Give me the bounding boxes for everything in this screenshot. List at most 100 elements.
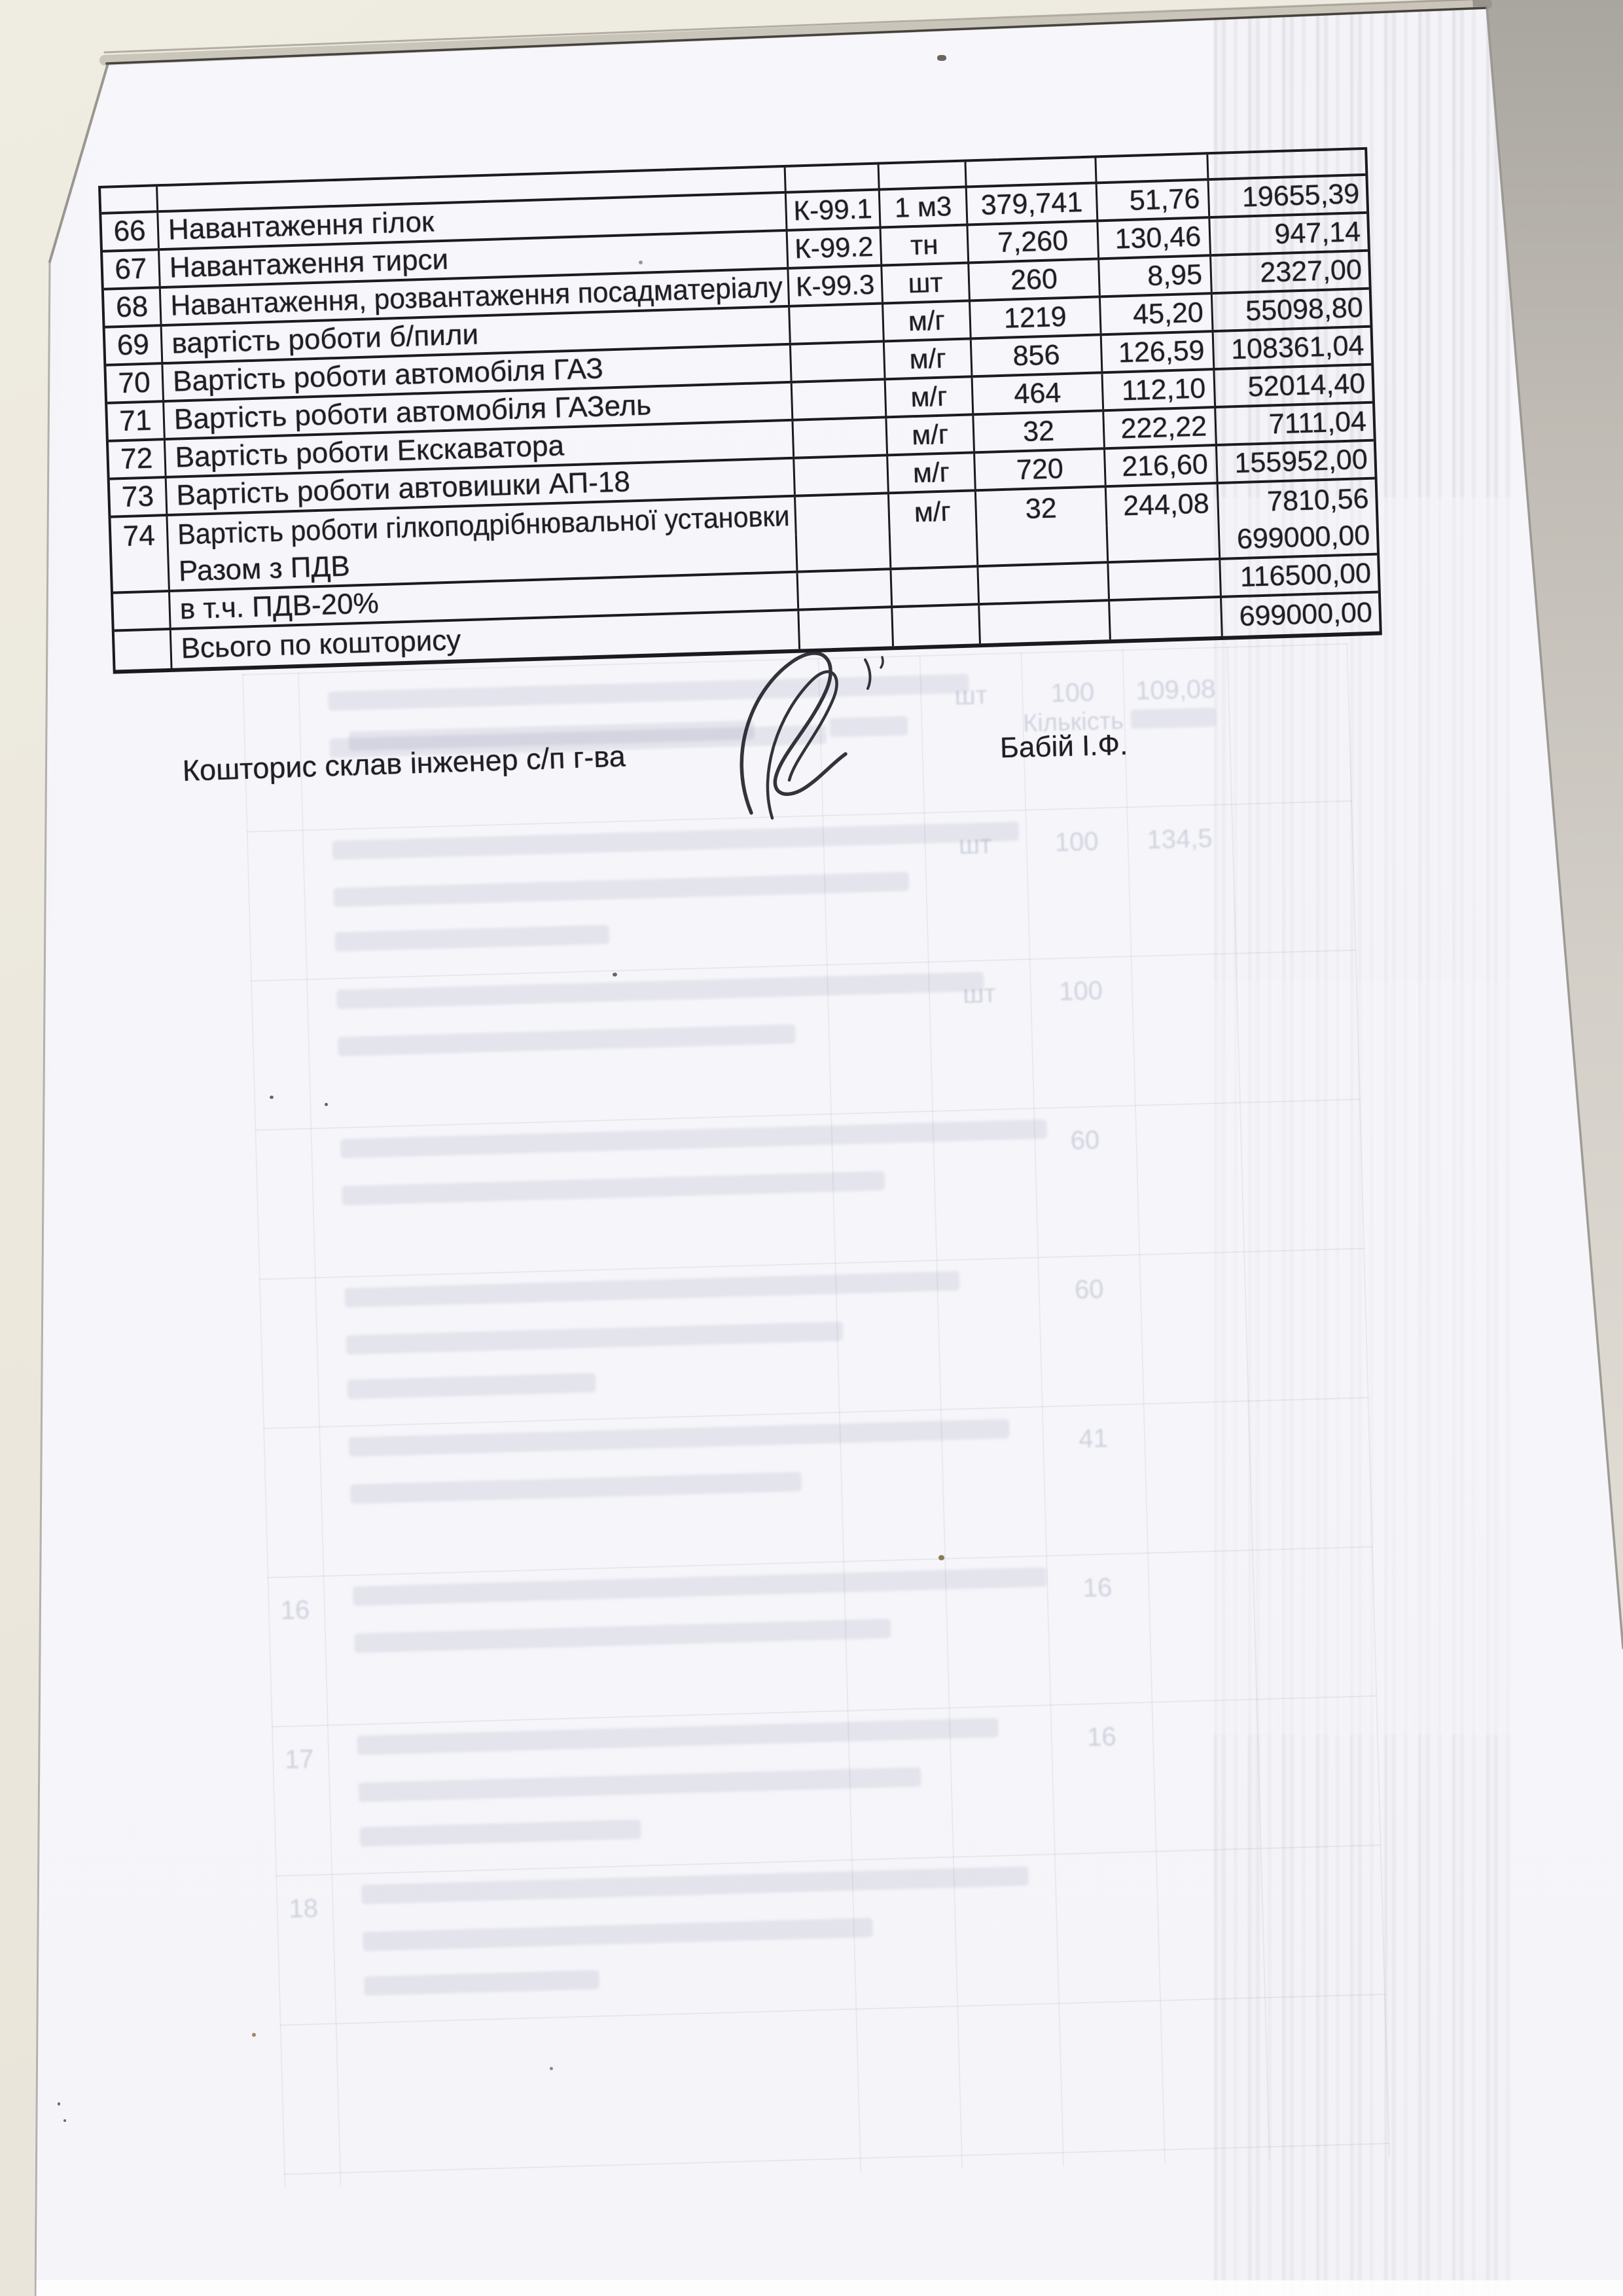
rate-code: К-99.3 bbox=[789, 266, 883, 305]
bleedthrough-amount bbox=[1148, 1569, 1253, 1571]
bleedthrough-unit: шт bbox=[962, 979, 997, 1009]
summary-amount: 699000,00 bbox=[1236, 519, 1370, 555]
amount: 19655,39 bbox=[1241, 177, 1360, 213]
rate-code bbox=[792, 380, 887, 419]
bleedthrough-row-number: 16 bbox=[280, 1595, 310, 1625]
empty-cell bbox=[101, 187, 159, 212]
bleedthrough-amount bbox=[1139, 1271, 1244, 1274]
toner-streak bbox=[1214, 7, 1512, 497]
quantity: 720 bbox=[975, 450, 1107, 490]
amount: 155952,00 bbox=[1234, 443, 1368, 479]
empty-cell bbox=[966, 158, 1097, 186]
quantity: 379,741 bbox=[967, 184, 1099, 224]
bleedthrough-text-bar bbox=[346, 1321, 844, 1355]
amount: 7111,04 bbox=[1268, 405, 1367, 440]
bleedthrough-row-number bbox=[259, 1148, 305, 1149]
unit-price: 8,95 bbox=[1099, 257, 1213, 296]
empty-cell bbox=[114, 630, 173, 670]
bleedthrough-text-bar bbox=[357, 1717, 999, 1755]
bleedthrough-text-bar bbox=[353, 1618, 891, 1653]
unit-price: 45,20 bbox=[1100, 295, 1214, 334]
bleedthrough-unit: шт bbox=[954, 681, 988, 711]
bleedthrough-text-bar bbox=[347, 1372, 596, 1399]
empty-cell bbox=[1109, 560, 1222, 600]
empty-cell bbox=[1110, 598, 1223, 640]
bleedthrough-text-bar bbox=[327, 673, 970, 711]
rate-code bbox=[794, 456, 889, 495]
rate-code bbox=[791, 342, 886, 381]
bleedthrough-text-bar bbox=[361, 1866, 1029, 1905]
bleedthrough-quantity: 16 bbox=[1086, 1722, 1117, 1752]
bleedthrough-row: 60 bbox=[255, 1091, 1364, 1271]
bleedthrough-row-number: 17 bbox=[284, 1744, 315, 1774]
unit-price: 222,22 bbox=[1104, 408, 1217, 448]
unit-of-measure: м/г bbox=[887, 416, 976, 454]
summary-amount: 699000,00 bbox=[1238, 596, 1373, 632]
empty-cell bbox=[879, 162, 967, 188]
bleedthrough-row-number bbox=[247, 700, 293, 702]
bleedthrough-text-bar bbox=[332, 821, 1020, 861]
scan-speck bbox=[694, 17, 697, 20]
empty-cell bbox=[798, 570, 893, 609]
amount: 55098,80 bbox=[1245, 291, 1364, 327]
bleedthrough-text-bar bbox=[340, 1119, 1048, 1159]
scan-speck bbox=[613, 973, 617, 977]
bleedthrough-amount bbox=[1143, 1420, 1248, 1423]
quantity: 32 bbox=[976, 488, 1108, 530]
row-number: 67 bbox=[103, 251, 161, 288]
bleedthrough-quantity: 41 bbox=[1078, 1424, 1109, 1454]
signatory-name: Бабій І.Ф. bbox=[999, 728, 1128, 764]
amount: 2327,00 bbox=[1259, 253, 1363, 289]
bleedthrough-text-bar bbox=[349, 1471, 802, 1504]
unit-of-measure: м/г bbox=[884, 340, 973, 378]
bleedthrough-amount bbox=[1152, 1718, 1257, 1721]
quantity: 260 bbox=[969, 260, 1101, 300]
amount: 52014,40 bbox=[1247, 367, 1366, 403]
row-number: 69 bbox=[105, 327, 164, 364]
unit-price: 112,10 bbox=[1103, 370, 1217, 410]
row-number: 70 bbox=[106, 365, 165, 402]
unit-price: 130,46 bbox=[1098, 219, 1211, 258]
rate-code: К-99.2 bbox=[787, 228, 883, 267]
bleedthrough-row-number bbox=[255, 999, 301, 1000]
empty-cell bbox=[1208, 150, 1365, 178]
bleedthrough-amount bbox=[1156, 1867, 1261, 1870]
unit-price: 51,76 bbox=[1097, 181, 1211, 220]
bleedthrough-row: 60 bbox=[259, 1240, 1368, 1420]
bleedthrough-text-bar bbox=[334, 924, 610, 952]
toner-streak bbox=[1214, 497, 1512, 982]
scan-speck bbox=[270, 1096, 274, 1099]
bleedthrough-row-number bbox=[251, 850, 297, 851]
scan-speck bbox=[550, 2067, 553, 2070]
empty-cell bbox=[796, 532, 892, 571]
empty-cell bbox=[799, 608, 895, 649]
unit-of-measure: тн bbox=[881, 226, 970, 264]
row-number: 66 bbox=[101, 213, 160, 250]
bleedthrough-text-bar bbox=[359, 1819, 641, 1847]
rate-code bbox=[796, 494, 891, 535]
bleedthrough-text-bar bbox=[363, 1969, 600, 1996]
bleedthrough-row: шт 100 134,5 bbox=[246, 793, 1356, 973]
bleedthrough-quantity: 100 bbox=[1050, 677, 1095, 708]
bleedthrough-row: 18 bbox=[276, 1837, 1385, 2017]
bleedthrough-quantity: 16 bbox=[1082, 1573, 1113, 1603]
bleedthrough-text-bar bbox=[337, 1024, 796, 1057]
scan-speck bbox=[639, 260, 643, 264]
bleedthrough-amount bbox=[1131, 973, 1236, 975]
row-number: 73 bbox=[109, 478, 168, 516]
scan-speck bbox=[325, 1103, 328, 1106]
unit-of-measure: м/г bbox=[889, 492, 978, 533]
bleedthrough-text-bar bbox=[358, 1767, 921, 1803]
bleedthrough-quantity bbox=[1055, 1871, 1156, 1873]
bleedthrough-quantity: 100 bbox=[1054, 827, 1099, 857]
toner-streak bbox=[1214, 1734, 1512, 2296]
empty-cell bbox=[977, 526, 1109, 565]
bleedthrough-row-number bbox=[264, 1297, 310, 1299]
row-number: 68 bbox=[103, 289, 162, 326]
quantity: 464 bbox=[972, 374, 1105, 414]
bleedthrough-row: 41 bbox=[263, 1389, 1373, 1569]
bleedthrough-text-bar bbox=[333, 871, 910, 908]
bleedthrough-amount bbox=[1135, 1122, 1240, 1124]
empty-cell bbox=[893, 605, 981, 647]
summary-amount: 116500,00 bbox=[1240, 557, 1372, 593]
